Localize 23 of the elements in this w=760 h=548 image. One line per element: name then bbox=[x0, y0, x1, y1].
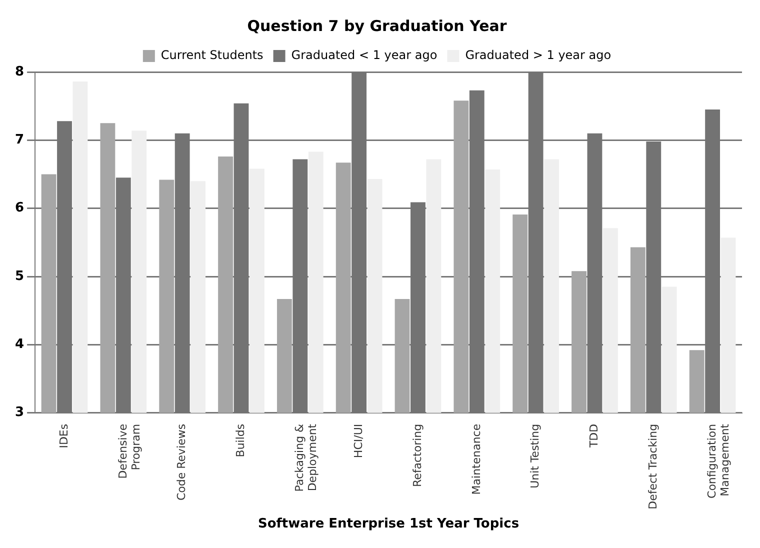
x-tick-label: Defensive Program bbox=[116, 424, 142, 479]
x-axis-title: Software Enterprise 1st Year Topics bbox=[258, 516, 520, 532]
x-tick-label: TDD bbox=[588, 424, 601, 449]
x-tick-label: Defect Tracking bbox=[646, 424, 660, 510]
x-tick-label: Builds bbox=[234, 424, 248, 458]
x-tick-label: Packaging & Deployment bbox=[293, 423, 320, 492]
y-tick-label: 5 bbox=[15, 268, 24, 284]
y-tick-label: 4 bbox=[15, 337, 24, 352]
x-tick-label: HCI/UI bbox=[352, 424, 365, 458]
x-tick-label: Refactoring bbox=[410, 424, 424, 488]
y-tick-label: 6 bbox=[15, 200, 24, 216]
x-tick-label: Unit Testing bbox=[528, 424, 542, 488]
y-tick-label: 3 bbox=[15, 405, 24, 420]
legend-label: Current Students bbox=[160, 48, 264, 62]
y-tick-label: 7 bbox=[15, 132, 24, 148]
legend-label: Graduated > 1 year ago bbox=[465, 48, 612, 62]
x-tick-label: Maintenance bbox=[470, 424, 483, 495]
x-tick-label: Code Reviews bbox=[175, 424, 188, 501]
legend-label: Graduated < 1 year ago bbox=[291, 48, 438, 62]
x-tick-label: Configuration Management bbox=[705, 423, 732, 498]
x-tick-label: IDEs bbox=[57, 424, 70, 448]
chart-title: Question 7 by Graduation Year bbox=[247, 16, 508, 35]
y-tick-label: 8 bbox=[15, 64, 24, 80]
